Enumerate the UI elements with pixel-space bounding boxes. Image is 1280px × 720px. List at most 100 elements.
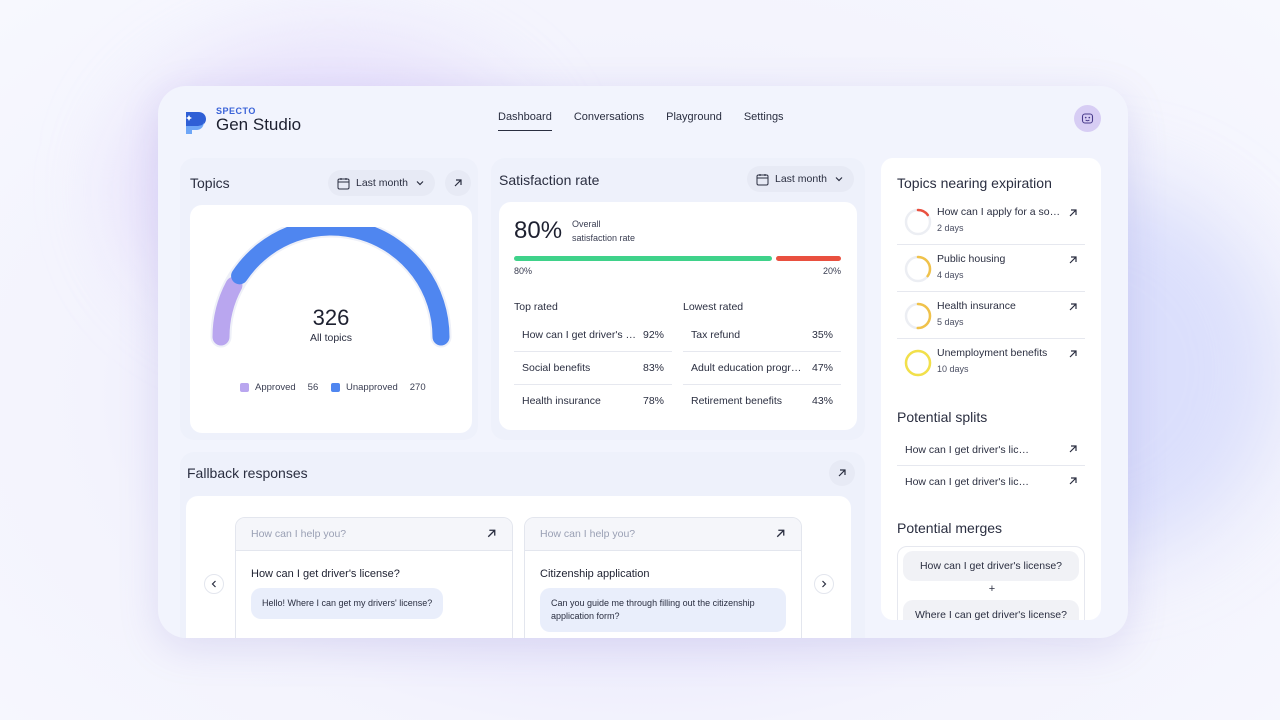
carousel-next-button[interactable] — [814, 574, 834, 594]
row-value: 47% — [811, 362, 833, 374]
topics-total: 326 — [312, 305, 350, 330]
insights-panel: Topics nearing expiration How can I appl… — [881, 158, 1101, 620]
row-question: Retirement benefits — [691, 395, 783, 407]
table-row[interactable]: How can I get driver's license? 92% — [514, 319, 672, 352]
expiration-days: 5 days — [937, 317, 964, 327]
expiration-days: 4 days — [937, 270, 964, 280]
table-row[interactable]: Health insurance 78% — [514, 385, 672, 417]
list-item[interactable]: How can I get driver's license? — [897, 466, 1085, 498]
main-nav: Dashboard Conversations Playground Setti… — [498, 111, 784, 131]
satisfaction-rate: 80% — [514, 217, 563, 244]
table-row[interactable]: Social benefits 83% — [514, 352, 672, 385]
nav-settings[interactable]: Settings — [743, 111, 784, 123]
legend-approved: Approved 56 — [240, 382, 318, 393]
topics-card: Topics Last month 326 All topics Approve… — [180, 158, 478, 440]
chevron-down-icon — [416, 181, 424, 186]
top-rated-table: Top rated How can I get driver's license… — [514, 301, 672, 417]
legend-approved-count: 56 — [307, 382, 319, 393]
merge-group[interactable]: How can I get driver's license? + Where … — [897, 546, 1085, 620]
fallback-message: Hello! Where I can get my drivers' licen… — [251, 588, 444, 620]
arrow-up-right-icon[interactable] — [1067, 301, 1079, 313]
list-item[interactable]: Unemployment benefits 10 days — [897, 340, 1085, 386]
nav-playground[interactable]: Playground — [666, 111, 722, 123]
merges-title: Potential merges — [897, 520, 1003, 536]
arrow-up-right-icon[interactable] — [1067, 443, 1079, 455]
fallback-placeholder: How can I help you? — [540, 528, 636, 540]
expiration-title: Topics nearing expiration — [897, 175, 1052, 191]
expiration-ring — [904, 302, 932, 330]
legend-unapproved-label: Unapproved — [346, 382, 398, 393]
expiration-topic: Public housing — [937, 253, 1006, 265]
satisfaction-bar-positive — [514, 256, 773, 261]
table-row[interactable]: Adult education programs 47% — [683, 352, 841, 385]
fallback-question: Citizenship application — [540, 568, 650, 580]
split-topic: How can I get driver's license? — [905, 444, 1030, 456]
split-topic: How can I get driver's license? — [905, 476, 1030, 488]
rate-label-line2: satisfaction rate — [572, 232, 636, 243]
legend-unapproved-count: 270 — [409, 382, 426, 393]
legend-approved-label: Approved — [255, 382, 296, 393]
fallback-response-card[interactable]: How can I help you? How can I get driver… — [235, 517, 513, 638]
brand-label: SPECTO — [216, 106, 256, 116]
satisfaction-date-filter[interactable]: Last month — [747, 166, 854, 192]
fallback-question: How can I get driver's license? — [251, 568, 400, 580]
list-item[interactable]: How can I get driver's license? — [897, 434, 1085, 466]
table-row[interactable]: Retirement benefits 43% — [683, 385, 841, 417]
fallback-input-bar: How can I help you? — [236, 518, 512, 551]
robot-face-icon — [1081, 113, 1094, 124]
arrow-up-right-icon — [454, 179, 462, 187]
avatar[interactable] — [1074, 105, 1101, 132]
nav-dashboard[interactable]: Dashboard — [498, 111, 552, 131]
fallback-message: Can you guide me through filling out the… — [540, 588, 786, 633]
expiration-ring — [904, 349, 932, 377]
arrow-up-right-icon[interactable] — [1067, 348, 1079, 360]
expiration-topic: How can I apply for a social benefit? — [937, 206, 1061, 218]
arrow-up-right-icon[interactable] — [1067, 475, 1079, 487]
arrow-up-right-icon[interactable] — [774, 527, 787, 540]
arrow-up-right-icon[interactable] — [485, 527, 498, 540]
row-question: Tax refund — [691, 329, 741, 341]
merge-topic: How can I get driver's license? — [903, 551, 1079, 581]
fallback-title: Fallback responses — [187, 465, 308, 481]
expiration-days: 2 days — [937, 223, 964, 233]
topics-date-filter[interactable]: Last month — [328, 170, 435, 196]
row-question: Health insurance — [522, 395, 601, 407]
row-value: 43% — [811, 395, 833, 407]
row-question: Social benefits — [522, 362, 591, 374]
list-item[interactable]: Health insurance 5 days — [897, 293, 1085, 339]
satisfaction-title: Satisfaction rate — [499, 172, 600, 188]
arrow-up-right-icon[interactable] — [1067, 254, 1079, 266]
calendar-icon — [756, 173, 769, 185]
arrow-up-right-icon[interactable] — [1067, 207, 1079, 219]
gauge-segment-unapproved — [231, 227, 450, 346]
product-name: Gen Studio — [216, 115, 302, 134]
legend-swatch-approved — [240, 383, 249, 392]
topics-title: Topics — [190, 175, 230, 191]
satisfaction-bar — [514, 256, 841, 261]
row-value: 83% — [642, 362, 664, 374]
list-item[interactable]: How can I apply for a social benefit? 2 … — [897, 199, 1085, 245]
topics-gauge-chart — [210, 227, 452, 348]
topics-expand-button[interactable] — [445, 170, 471, 196]
logo[interactable]: SPECTO Gen Studio — [182, 106, 322, 140]
list-item[interactable]: Public housing 4 days — [897, 246, 1085, 292]
satisfaction-filter-label: Last month — [775, 173, 827, 185]
positive-percent: 80% — [514, 266, 533, 276]
splits-title: Potential splits — [897, 409, 988, 425]
legend-unapproved: Unapproved 270 — [331, 382, 426, 393]
nav-conversations[interactable]: Conversations — [573, 111, 645, 123]
fallback-placeholder: How can I help you? — [251, 528, 347, 540]
fallback-expand-button[interactable] — [829, 460, 855, 486]
satisfaction-rate-label: Overall satisfaction rate — [572, 218, 635, 245]
arrow-up-right-icon — [838, 469, 846, 477]
logo-mark-icon — [186, 112, 206, 134]
fallback-carousel: How can I help you? How can I get driver… — [186, 496, 851, 638]
satisfaction-bar-negative — [776, 256, 841, 261]
row-value: 35% — [811, 329, 833, 341]
carousel-prev-button[interactable] — [204, 574, 224, 594]
topics-filter-label: Last month — [356, 177, 408, 189]
expiration-ring — [904, 208, 932, 236]
fallback-response-card[interactable]: How can I help you? Citizenship applicat… — [524, 517, 802, 638]
table-row[interactable]: Tax refund 35% — [683, 319, 841, 352]
topics-chart-panel: 326 All topics Approved 56 Unapproved 27… — [190, 205, 472, 433]
